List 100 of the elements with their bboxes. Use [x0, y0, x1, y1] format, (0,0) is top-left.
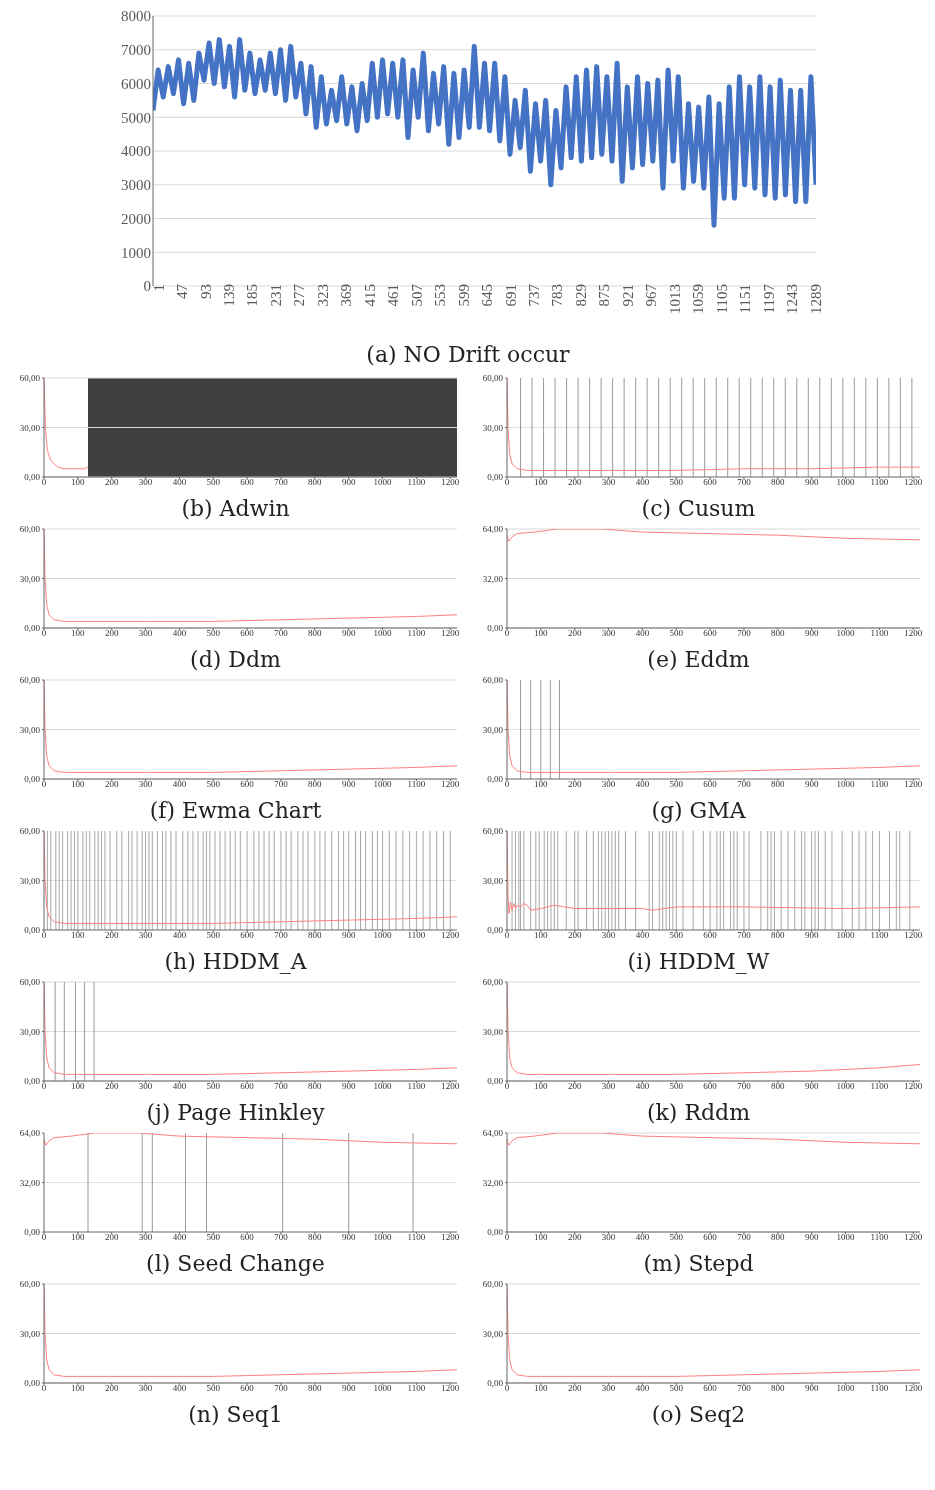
text: (k) Rddm [646, 1100, 751, 1125]
y-tick-label: 64,00 [19, 1128, 41, 1139]
x-tick-label: 800 [771, 628, 786, 639]
y-tick-label: 6000 [121, 75, 151, 92]
y-tick-label: 0,00 [487, 925, 504, 936]
y-tick-label: 64,00 [482, 524, 504, 535]
x-tick-label: 700 [737, 1081, 752, 1092]
x-tick-label: 1200 [441, 779, 460, 790]
x-tick-label: 1100 [870, 930, 889, 941]
x-tick-label: 900 [804, 1232, 819, 1243]
x-tick-label: 1100 [407, 628, 426, 639]
x-tick-label: 200 [104, 930, 119, 941]
x-tick-label: 900 [341, 477, 356, 488]
x-tick-label: 1100 [407, 779, 426, 790]
y-tick-label: 64,00 [482, 1128, 504, 1139]
x-tick-label: 139 [221, 284, 238, 307]
x-tick-label: 1000 [836, 779, 856, 790]
text: (g) GMA [651, 798, 746, 823]
x-tick-label: 400 [635, 1383, 650, 1394]
y-tick-label: 0,00 [24, 774, 41, 785]
x-tick-label: 599 [455, 284, 472, 307]
x-tick-label: 1200 [904, 477, 923, 488]
y-tick-label: 0,00 [24, 623, 41, 634]
x-tick-label: 100 [534, 1232, 549, 1243]
x-tick-label: 400 [172, 1383, 187, 1394]
x-tick-label: 185 [244, 284, 261, 307]
x-tick-label: 461 [385, 284, 402, 307]
y-tick-label: 60,00 [482, 373, 504, 384]
x-tick-label: 500 [206, 930, 221, 941]
y-tick-label: 30,00 [19, 422, 41, 433]
x-tick-label: 100 [71, 477, 86, 488]
y-tick-label: 0,00 [487, 1378, 504, 1389]
x-tick-label: 600 [703, 1383, 718, 1394]
x-tick-label: 691 [502, 284, 519, 307]
x-tick-label: 100 [71, 779, 86, 790]
x-tick-label: 500 [669, 1081, 684, 1092]
text: (a) NO Drift occur [366, 342, 570, 367]
x-tick-label: 783 [549, 284, 566, 307]
x-tick-label: 1000 [836, 1383, 856, 1394]
x-tick-label: 231 [267, 284, 284, 307]
x-tick-label: 1100 [407, 930, 426, 941]
x-tick-label: 1100 [870, 1383, 889, 1394]
text: (b) Adwin [181, 496, 290, 521]
x-tick-label: 400 [635, 1081, 650, 1092]
x-tick-label: 1200 [441, 1232, 460, 1243]
x-tick-label: 1100 [870, 477, 889, 488]
x-tick-label: 600 [703, 1232, 718, 1243]
text: (n) Seq1 [188, 1402, 283, 1427]
x-tick-label: 200 [567, 1081, 582, 1092]
x-tick-label: 300 [601, 1383, 616, 1394]
x-tick-label: 600 [703, 477, 718, 488]
text: (m) Stepd [643, 1251, 754, 1276]
x-tick-label: 800 [308, 930, 323, 941]
x-tick-label: 600 [240, 477, 255, 488]
x-tick-label: 415 [361, 284, 378, 307]
x-tick-label: 300 [601, 930, 616, 941]
y-tick-label: 30,00 [19, 1026, 41, 1037]
y-tick-label: 3000 [121, 177, 151, 194]
x-tick-label: 300 [138, 779, 153, 790]
y-tick-label: 5000 [121, 109, 151, 126]
x-tick-label: 1000 [836, 930, 856, 941]
x-tick-label: 500 [669, 1383, 684, 1394]
x-tick-label: 1100 [407, 1081, 426, 1092]
x-tick-label: 1000 [373, 1383, 393, 1394]
x-tick-label: 1200 [904, 628, 923, 639]
x-tick-label: 500 [206, 1232, 221, 1243]
x-tick-label: 737 [526, 283, 543, 307]
x-tick-label: 1000 [836, 1232, 856, 1243]
x-tick-label: 800 [308, 1383, 323, 1394]
x-tick-label: 500 [206, 779, 221, 790]
x-tick-label: 500 [669, 628, 684, 639]
text: (o) Seq2 [651, 1402, 746, 1427]
x-tick-label: 1200 [904, 930, 923, 941]
x-tick-label: 1200 [904, 1232, 923, 1243]
x-tick-label: 47 [174, 283, 191, 299]
y-tick-label: 2000 [121, 210, 151, 227]
x-tick-label: 700 [737, 628, 752, 639]
line-series [507, 1133, 920, 1146]
y-tick-label: 0,00 [487, 774, 504, 785]
text: (f) Ewma Chart [149, 798, 322, 823]
x-tick-label: 1013 [666, 284, 683, 314]
x-tick-label: 100 [534, 930, 549, 941]
y-tick-label: 60,00 [482, 826, 504, 837]
x-tick-label: 400 [172, 1081, 187, 1092]
x-tick-label: 600 [703, 628, 718, 639]
y-tick-label: 0,00 [24, 1378, 41, 1389]
y-tick-label: 0,00 [24, 925, 41, 936]
x-tick-label: 200 [104, 1383, 119, 1394]
x-tick-label: 200 [104, 477, 119, 488]
y-tick-label: 8000 [121, 8, 151, 25]
text: (l) Seed Change [146, 1251, 325, 1276]
y-tick-label: 4000 [121, 143, 151, 160]
y-tick-label: 60,00 [19, 1279, 41, 1290]
x-tick-label: 1200 [441, 628, 460, 639]
x-tick-label: 100 [71, 1232, 86, 1243]
x-tick-label: 200 [567, 930, 582, 941]
x-tick-label: 800 [771, 930, 786, 941]
x-tick-label: 1200 [904, 1383, 923, 1394]
text: (d) Ddm [190, 647, 281, 672]
x-tick-label: 200 [104, 628, 119, 639]
